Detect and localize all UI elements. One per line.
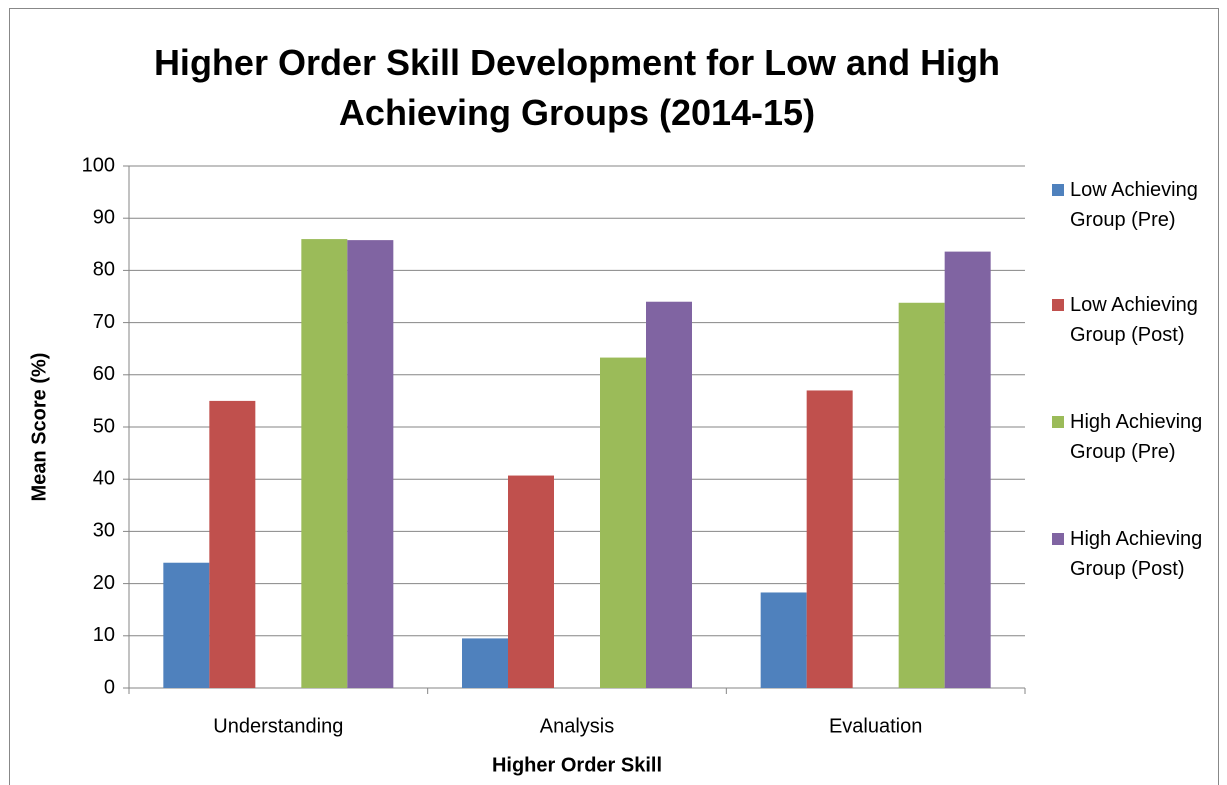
x-tick-label: Analysis <box>540 715 614 737</box>
y-tick-label: 90 <box>93 206 115 228</box>
chart-border <box>9 8 1219 785</box>
bar <box>760 592 807 688</box>
y-tick-label: 10 <box>93 624 115 646</box>
legend-label: High Achieving Group (Pre) <box>1070 411 1203 463</box>
y-tick-label: 50 <box>93 415 115 437</box>
legend-label: Low Achieving Group (Post) <box>1070 294 1198 346</box>
y-tick-label: 80 <box>93 259 115 281</box>
y-tick-label: 60 <box>93 363 115 385</box>
y-tick-label: 30 <box>93 520 115 542</box>
x-axis-title: Higher Order Skill <box>492 754 662 776</box>
legend-swatch <box>1052 299 1064 311</box>
x-tick-label: Evaluation <box>829 715 922 737</box>
legend-swatch <box>1052 416 1064 428</box>
bar <box>898 302 945 688</box>
y-tick-label: 70 <box>93 311 115 333</box>
bar <box>806 390 853 688</box>
y-tick-label: 40 <box>93 467 115 489</box>
bar <box>646 301 692 688</box>
bar <box>301 239 348 688</box>
y-axis-title: Mean Score (%) <box>28 353 50 502</box>
y-tick-label: 20 <box>93 572 115 594</box>
chart-title: Higher Order Skill Development for Low a… <box>153 42 1001 133</box>
bar <box>347 240 394 688</box>
bar <box>209 400 256 688</box>
legend-swatch <box>1052 184 1064 196</box>
bar <box>944 251 991 688</box>
legend-swatch <box>1052 533 1064 545</box>
legend-label: High Achieving Group (Post) <box>1070 528 1203 580</box>
bar <box>508 475 554 688</box>
y-tick-label: 100 <box>82 154 115 176</box>
y-tick-label: 0 <box>104 676 115 698</box>
x-tick-label: Understanding <box>213 715 343 737</box>
bar <box>163 562 210 688</box>
bar <box>600 357 646 688</box>
bar <box>462 638 508 688</box>
legend-label: Low Achieving Group (Pre) <box>1070 179 1198 231</box>
